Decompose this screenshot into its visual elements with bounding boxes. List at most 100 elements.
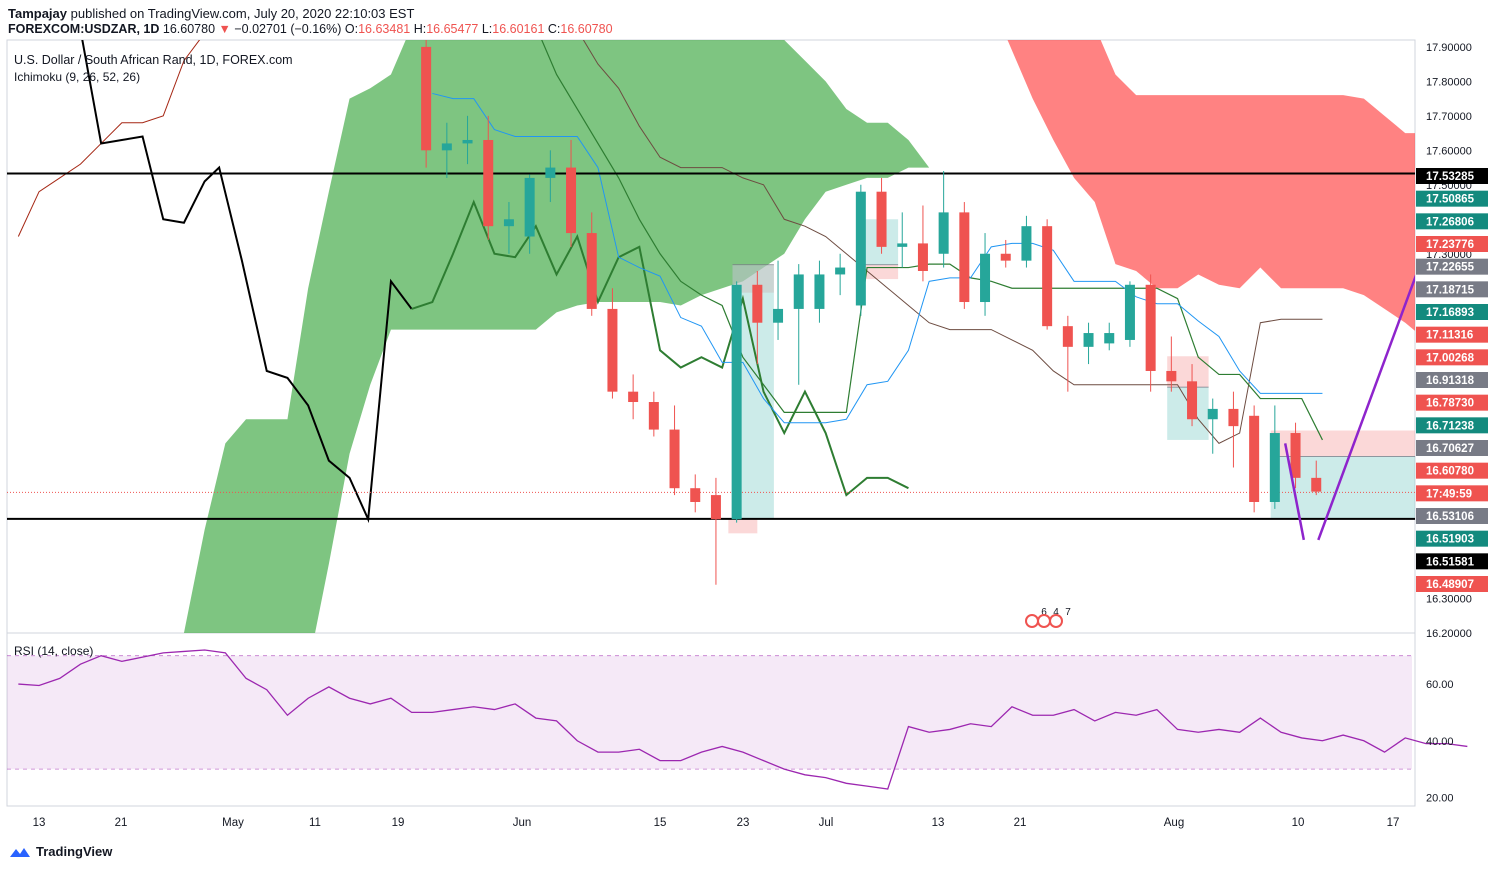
candle-body xyxy=(710,495,721,520)
candle-body xyxy=(959,212,970,303)
rsi-axis-tick: 60.00 xyxy=(1426,679,1454,691)
price-axis-tick: 16.30000 xyxy=(1426,594,1472,606)
price-label-text: 17.18715 xyxy=(1426,284,1475,296)
price-label-text: 17.26806 xyxy=(1426,216,1474,228)
event-count: 6 xyxy=(1041,607,1047,618)
legend-ichimoku[interactable]: Ichimoku (9, 26, 52, 26) xyxy=(14,70,140,84)
candle-body xyxy=(669,429,680,489)
rsi-axis-tick: 40.00 xyxy=(1426,736,1454,748)
candle-body xyxy=(897,243,908,247)
price-label-text: 17.22655 xyxy=(1426,262,1475,274)
brand-label: TradingView xyxy=(36,844,113,859)
candle-body xyxy=(1021,226,1032,261)
price-label-text: 16.51581 xyxy=(1426,556,1475,568)
rsi-axis-tick: 20.00 xyxy=(1426,792,1454,804)
ichimoku-chikou-inside-cloud xyxy=(411,199,909,497)
rsi-pane[interactable] xyxy=(7,649,1468,790)
down-arrow-icon: ▼ xyxy=(218,22,231,36)
candle-body xyxy=(503,219,514,227)
candle-body xyxy=(1062,326,1073,347)
chart-header: Tampajay published on TradingView.com, J… xyxy=(0,0,1488,40)
candle-body xyxy=(793,274,804,309)
price-label-tag xyxy=(1416,576,1488,592)
price-label-tag xyxy=(1416,440,1488,456)
candle-body xyxy=(1290,433,1301,478)
candle-body xyxy=(607,308,618,392)
legend-rsi[interactable]: RSI (14, close) xyxy=(14,644,93,658)
price-label-text: 17.53285 xyxy=(1426,171,1475,183)
time-axis-tick: Jun xyxy=(513,817,532,829)
candle-body xyxy=(1166,370,1177,382)
price-axis-tick: 17.90000 xyxy=(1426,42,1472,54)
price-label-tag xyxy=(1416,349,1488,366)
close-value: 16.60780 xyxy=(560,22,613,36)
rsi-band-fill xyxy=(7,655,1412,770)
time-axis-tick: 11 xyxy=(309,817,321,829)
price-axis-tick: 16.20000 xyxy=(1426,628,1472,640)
trend-line xyxy=(1283,443,1306,541)
candle-body xyxy=(1228,408,1239,427)
candle-body xyxy=(731,284,742,520)
candle-body xyxy=(483,139,494,227)
candle-body xyxy=(1249,415,1260,502)
ichimoku-conversion-line xyxy=(17,40,201,237)
candle-body xyxy=(1104,333,1115,344)
time-axis-tick: 17 xyxy=(1387,817,1400,829)
price-label-tag xyxy=(1416,462,1488,479)
time-axis-tick: Jul xyxy=(819,817,834,829)
price-axis-tick: 17.60000 xyxy=(1426,145,1472,157)
publish-line: Tampajay published on TradingView.com, J… xyxy=(8,6,414,21)
candle-body xyxy=(1269,433,1280,502)
rsi-line xyxy=(18,649,1468,790)
price-label-text: 16.53106 xyxy=(1426,511,1474,523)
legend-title[interactable]: U.S. Dollar / South African Rand, 1D, FO… xyxy=(14,53,293,67)
close-label: C: xyxy=(547,22,561,36)
candle-body xyxy=(835,267,846,275)
price-label-text: 17.23776 xyxy=(1426,239,1474,251)
author-name[interactable]: Tampajay xyxy=(8,6,68,21)
kumo-cloud-red xyxy=(1007,40,1415,331)
open-label: O: xyxy=(344,22,359,36)
footer-brand[interactable]: TradingView xyxy=(8,844,112,859)
candle-body xyxy=(1124,284,1135,340)
candle-body xyxy=(690,488,701,502)
price-label-text: 16.70627 xyxy=(1426,443,1474,455)
candle-body xyxy=(421,46,432,151)
price-label-tag xyxy=(1416,553,1488,570)
ohlc-line: FOREXCOM:USDZAR, 1D 16.60780 ▼ −0.02701 … xyxy=(8,22,613,36)
time-axis-tick: May xyxy=(222,817,244,829)
candle-body xyxy=(917,243,928,271)
price-label-tag xyxy=(1416,394,1488,411)
open-value: 16.63481 xyxy=(358,22,411,36)
price-label-text: 16.60780 xyxy=(1426,466,1474,478)
published-text: published on TradingView.com, July 20, 2… xyxy=(70,6,415,21)
candle-body xyxy=(855,191,866,306)
time-axis-tick: 21 xyxy=(115,817,128,829)
price-label-tag xyxy=(1416,304,1488,320)
candle-body xyxy=(524,177,535,237)
time-axis-tick: 13 xyxy=(932,817,945,829)
event-count: 4 xyxy=(1053,607,1059,618)
last-price: 16.60780 xyxy=(162,22,216,36)
price-label-text: 17:49:59 xyxy=(1426,488,1472,500)
price-label-tag xyxy=(1416,530,1488,547)
price-label-tag xyxy=(1416,236,1488,252)
candle-body xyxy=(876,191,887,247)
ichimoku-base-line xyxy=(432,92,1323,424)
symbol-label: FOREXCOM:USDZAR, 1D xyxy=(8,22,160,36)
candle-body xyxy=(462,139,473,144)
price-label-tag xyxy=(1416,508,1488,524)
price-label-text: 17.16893 xyxy=(1426,307,1474,319)
time-axis-tick: 23 xyxy=(737,817,750,829)
candle-body xyxy=(752,284,763,323)
candle-body xyxy=(1145,284,1156,371)
price-label-tag xyxy=(1416,485,1488,502)
candle-body xyxy=(1207,408,1218,420)
trend-line xyxy=(1317,274,1415,541)
price-label-text: 17.50865 xyxy=(1426,194,1475,206)
candle-body xyxy=(441,143,452,151)
price-axis-tick: 17.70000 xyxy=(1426,111,1472,123)
